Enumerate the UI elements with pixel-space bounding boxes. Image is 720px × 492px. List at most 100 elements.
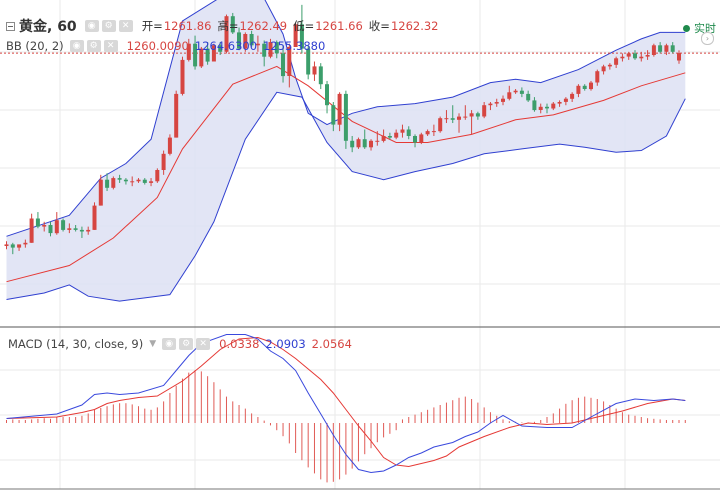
candle-body (161, 153, 166, 170)
candle-body (394, 132, 399, 138)
candle-body (607, 64, 612, 67)
close-icon[interactable]: ✕ (118, 20, 133, 32)
candle (457, 113, 461, 133)
candle-body (237, 32, 241, 49)
candle (645, 50, 650, 60)
candle (312, 61, 317, 81)
candle-body (532, 100, 537, 111)
candle (463, 105, 468, 120)
candle (281, 45, 285, 83)
candle-body (513, 90, 518, 93)
candle-body (375, 140, 380, 142)
candle (633, 50, 637, 60)
candle-body (79, 229, 84, 232)
candle-body (369, 140, 373, 148)
eye-icon[interactable]: ◉ (162, 338, 177, 350)
candle (35, 212, 40, 229)
candle (545, 103, 549, 114)
candle (626, 51, 631, 60)
candle-body (538, 106, 543, 110)
candle (570, 92, 575, 102)
price-pane (0, 0, 720, 302)
candle-body (180, 59, 185, 94)
candle (501, 95, 505, 106)
candle-body (73, 228, 78, 230)
candle-body (545, 106, 549, 109)
close-icon[interactable]: ✕ (103, 40, 118, 52)
candle (419, 132, 424, 145)
candle-body (10, 244, 15, 248)
eye-icon[interactable]: ◉ (69, 40, 84, 52)
candle (86, 226, 91, 235)
candle (54, 212, 59, 235)
candle-body (268, 42, 273, 57)
candle (670, 42, 675, 54)
candle-body (589, 82, 593, 90)
candle-body (318, 66, 323, 85)
settings-icon[interactable]: ⚙ (86, 40, 101, 52)
candle-body (595, 71, 600, 83)
settings-icon[interactable]: ⚙ (179, 338, 194, 350)
candle (243, 32, 248, 52)
candle (677, 50, 681, 64)
candle (287, 43, 292, 88)
candle (413, 134, 417, 148)
candle-body (425, 131, 430, 135)
candle (362, 129, 367, 149)
macd-legend: MACD (14, 30, close, 9) ▼ ◉ ⚙ ✕ 0.0338 2… (0, 336, 358, 352)
candle (142, 178, 147, 185)
bb-basis-value: 1260.0090 (126, 39, 189, 53)
bb-upper-value: 1264.6300 (194, 39, 258, 53)
candle (350, 135, 355, 153)
candle (117, 174, 122, 183)
settings-icon[interactable]: ⚙ (101, 20, 116, 32)
candle (563, 97, 568, 106)
chevron-down-icon[interactable]: ▼ (149, 339, 157, 349)
close-icon[interactable]: ✕ (196, 338, 211, 350)
realtime-indicator[interactable]: 实时 (683, 20, 716, 36)
candle-body (438, 118, 443, 132)
candle (293, 22, 298, 47)
candle (658, 42, 663, 54)
candle (224, 14, 229, 54)
candle (318, 63, 323, 90)
candle (337, 92, 342, 132)
candle-body (645, 55, 650, 57)
candle-body (193, 43, 198, 67)
candle-body (494, 102, 499, 104)
candle (79, 226, 84, 238)
candle-body (249, 34, 254, 46)
candle-body (658, 45, 663, 52)
candle (136, 178, 141, 183)
candle (186, 38, 191, 62)
candle-body (155, 170, 160, 182)
candle (369, 139, 373, 151)
candle-body (488, 103, 493, 106)
candle (105, 173, 110, 192)
candle (444, 110, 449, 124)
candle-body (475, 113, 480, 117)
macd-line (6, 334, 686, 474)
candle (664, 43, 669, 56)
candle (42, 221, 47, 232)
candle (387, 132, 392, 140)
candle (255, 35, 260, 52)
candle-body (343, 93, 348, 141)
candle-body (174, 93, 179, 138)
candle-body (350, 140, 355, 148)
candle-body (431, 131, 436, 133)
candle-body (149, 181, 154, 183)
candle-body (507, 92, 512, 99)
collapse-icon[interactable] (6, 21, 15, 31)
high-value: 1262.49 (239, 19, 288, 33)
eye-icon[interactable]: ◉ (84, 20, 99, 32)
candle-body (4, 244, 9, 246)
candle (180, 56, 185, 96)
candle-body (450, 118, 455, 120)
candle-body (419, 134, 424, 143)
candle-body (67, 228, 72, 230)
macd-pane (6, 334, 686, 483)
bb-lower-value: 1255.3880 (263, 39, 326, 53)
scroll-right-icon[interactable]: › (701, 32, 714, 45)
